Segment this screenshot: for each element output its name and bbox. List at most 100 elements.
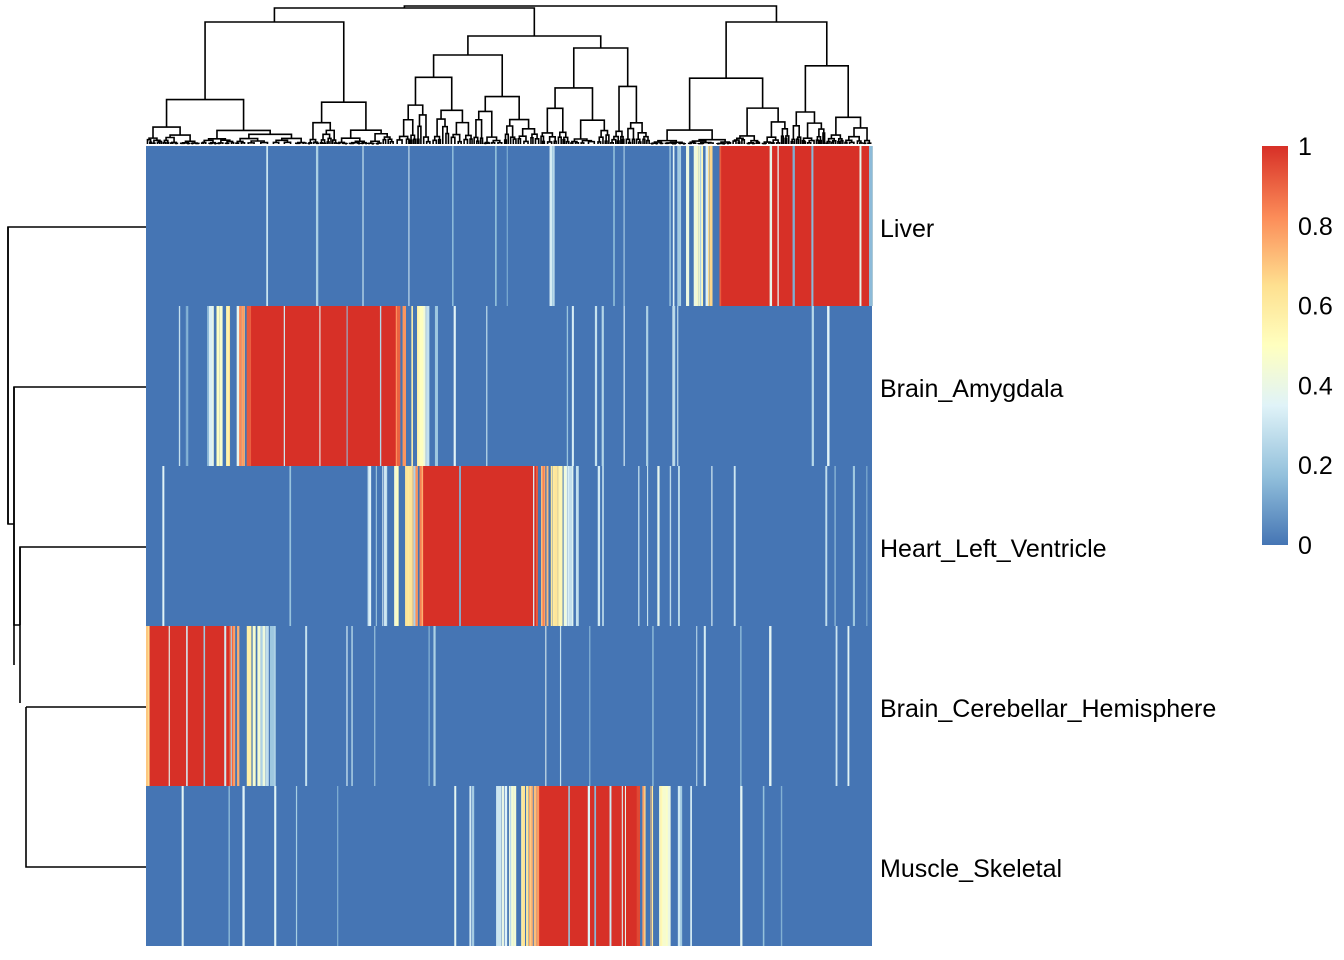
column-dendro-link [389,140,394,144]
heatmap-cell-strip [526,786,529,946]
column-dendro-link [523,140,529,144]
column-dendrogram [146,5,872,145]
column-dendro-link [319,141,324,144]
row-label-brain-cerebellar-hemisphere: Brain_Cerebellar_Hemisphere [880,695,1216,723]
column-dendro-link [741,139,746,144]
heatmap-cell-strip [597,466,601,626]
row-label-heart-left-ventricle: Heart_Left_Ventricle [880,535,1107,563]
column-dendro-link [806,142,812,144]
column-dendro-link [405,138,410,144]
column-dendro-link [149,141,153,144]
column-dendro-link [517,138,522,144]
column-dendro-link [477,110,493,138]
heatmap-cell-strip [428,626,430,786]
column-dendro-link [452,133,461,142]
column-dendro-link [437,138,442,144]
column-dendro-link [283,141,292,144]
heatmap-cell-strip [426,306,430,466]
column-dendro-link [771,142,775,144]
column-dendro-link [338,141,346,144]
heatmap-cell-strip [705,146,708,306]
heatmap-cell-strip [408,146,410,306]
heatmap-cell-strip [703,626,706,786]
heatmap-cell-strip [847,626,850,786]
column-dendro-link [503,139,508,144]
column-dendro-link [165,98,245,131]
heatmap-cell-strip [472,786,475,946]
column-dendro-link [201,141,207,144]
column-dendro-link [816,135,822,141]
column-dendro-link [337,142,341,145]
heatmap-cell-strip [762,786,765,946]
heatmap-cell-strip [699,146,702,306]
heatmap-cell-strip [587,786,589,946]
column-dendro-link [757,141,761,144]
heatmap-cell-strip [272,626,276,786]
column-dendro-link [642,138,646,144]
column-dendro-link [646,139,650,144]
heatmap-cell-strip [701,146,704,306]
heatmap-cell-strip [693,146,698,306]
heatmap-cell-strip [533,466,535,626]
column-dendro-link [853,127,868,141]
heatmap-cell-strip [419,466,422,626]
heatmap-cell-strip [379,306,382,466]
heatmap-cell-strip [395,306,398,466]
column-dendro-link [174,142,179,145]
heatmap-cell-strip [589,626,591,786]
heatmap-cell-strip [246,306,251,466]
row-dendro-heart-branch [19,546,146,625]
legend-tick-label: 1 [1298,133,1312,161]
column-dendro-link [484,95,520,120]
heatmap-cell-strip [295,786,298,946]
column-dendro-link [546,141,553,144]
heatmap-cell-strip [709,146,713,306]
column-dendro-link [707,142,714,144]
column-dendro-link [579,119,606,139]
row-dendro-muscle-branch [25,707,146,868]
heatmap-cell-strip [454,786,457,946]
heatmap-cell-strip [185,306,187,466]
heatmap-cell-strip [452,146,454,306]
heatmap-cell-strip [237,626,240,786]
column-dendro-link [791,138,796,144]
column-dendro-link [326,141,330,144]
heatmap-cell-strip [362,146,364,306]
column-dendro-link [331,139,337,144]
heatmap-cell-strip [435,306,438,466]
heatmap-cell-strip [792,146,795,306]
column-dendro-link [827,137,836,142]
heatmap-cell-strip [866,466,868,626]
heatmap-cell-strip [413,466,416,626]
heatmap-cell-strip [266,146,269,306]
column-dendro-link [818,128,825,137]
heatmap-cells [146,146,873,946]
color-legend: 0 0.2 0.4 0.6 0.8 1 [1262,133,1333,560]
column-dendro-link [837,140,841,144]
row-dendro-join-2 [13,387,20,626]
heatmap-cell-strip [541,466,543,626]
heatmap-high-block-0 [719,146,872,306]
column-dendro-link [795,111,816,126]
column-dendro-link [475,118,483,139]
heatmap-cell-strip [486,306,488,466]
column-dendro-link [156,141,161,144]
column-dendro-link [775,142,781,144]
column-dendro-link [604,140,608,144]
column-dendro-link [235,142,240,144]
heatmap-cell-strip [514,786,517,946]
heatmap-cell-strip [283,306,285,466]
heatmap-cell-strip [594,306,598,466]
heatmap-cell-strip [459,466,461,626]
heatmap-cell-strip [375,466,377,626]
row-label-muscle-skeletal: Muscle_Skeletal [880,855,1062,883]
heatmap-cell-strip [707,146,710,306]
column-dendro-link [669,141,683,144]
column-dendro-link [772,139,779,143]
heatmap-cell-strip [686,146,690,306]
heatmap-cell-strip [246,626,251,786]
heatmap-cell-strip [269,626,274,786]
column-dendro-link [679,142,685,145]
column-dendro-link [250,140,265,143]
column-dendro-link [530,136,534,144]
